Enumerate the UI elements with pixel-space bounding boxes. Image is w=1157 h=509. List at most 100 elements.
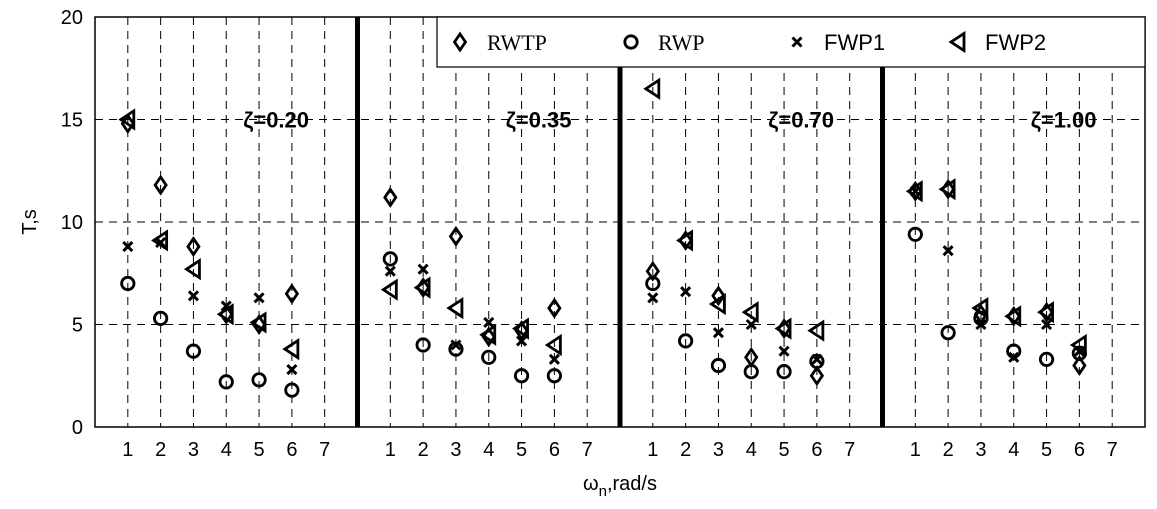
panel-separators xyxy=(355,17,885,427)
x-axis-label-subscript: n xyxy=(599,483,607,500)
data-point-fwp2 xyxy=(643,77,661,100)
legend-label-fwp2: FWP2 xyxy=(985,30,1046,55)
data-point-fwp1 xyxy=(745,318,757,331)
data-point-fwp2 xyxy=(708,292,726,316)
x-tick-label: 1 xyxy=(122,439,133,461)
data-point-rwp xyxy=(743,364,759,380)
data-point-fwp1 xyxy=(942,245,954,257)
data-point-fwp2 xyxy=(676,229,694,252)
legend-marker-rwtp xyxy=(452,31,468,53)
data-point-fwp2 xyxy=(380,278,398,301)
x-tick-label: 7 xyxy=(582,439,593,461)
data-point-fwp2 xyxy=(774,317,792,340)
data-point-fwp2 xyxy=(118,108,136,131)
data-point-fwp1 xyxy=(417,263,429,275)
x-tick-label: 2 xyxy=(418,439,429,461)
x-tick-label: 6 xyxy=(549,439,560,461)
data-point-rwtp xyxy=(1072,355,1087,376)
data-point-fwp2 xyxy=(1069,333,1087,357)
data-point-rwp xyxy=(481,349,497,365)
y-tick-label: 5 xyxy=(72,315,83,337)
data-point-fwp2 xyxy=(216,303,234,326)
data-point-fwp2 xyxy=(938,178,956,201)
legend-marker-fwp2 xyxy=(948,30,966,54)
data-point-rwp xyxy=(218,374,234,390)
panel-label: ζ=0.70 xyxy=(768,108,834,133)
data-point-rwp xyxy=(153,310,169,326)
data-point-rwp xyxy=(382,251,398,267)
x-tick-label: 2 xyxy=(155,439,166,461)
legend-entries: RWTP RWP FWP1 FWP2 xyxy=(452,30,1046,55)
panel-label: ζ=1.00 xyxy=(1031,108,1097,133)
data-point-fwp1 xyxy=(384,265,396,277)
data-point-fwp2 xyxy=(905,180,923,203)
legend-label-fwp1: FWP1 xyxy=(824,30,885,55)
data-point-fwp2 xyxy=(1004,305,1022,328)
panel-label: ζ=0.35 xyxy=(506,108,572,133)
data-point-fwp1 xyxy=(1040,318,1053,331)
data-point-fwp1 xyxy=(975,318,987,331)
data-point-rwtp xyxy=(711,285,726,307)
data-point-rwtp xyxy=(284,283,300,305)
x-tick-label: 6 xyxy=(1074,439,1085,461)
x-tick-label: 4 xyxy=(1008,439,1019,461)
data-point-fwp1 xyxy=(712,327,724,339)
panel-labels: ζ=0.20 ζ=0.35 ζ=0.70 ζ=1.00 xyxy=(243,108,1096,133)
data-point-rwp xyxy=(513,368,530,384)
y-tick-label: 10 xyxy=(61,212,83,234)
data-point-rwtp xyxy=(645,260,661,282)
data-point-fwp1 xyxy=(778,345,790,357)
legend-label-rwtp: RWTP xyxy=(487,30,547,55)
x-tick-label: 7 xyxy=(319,439,330,461)
x-axis-label-symbol: ω xyxy=(583,473,599,495)
data-point-fwp2 xyxy=(413,276,431,299)
x-tick-label: 7 xyxy=(844,439,855,461)
x-axis-label-units: ,rad/s xyxy=(607,473,657,495)
data-point-fwp2 xyxy=(183,258,201,281)
data-point-fwp2 xyxy=(249,311,267,334)
data-point-fwp1 xyxy=(548,353,560,365)
data-point-fwp1 xyxy=(680,286,692,298)
y-tick-label: 20 xyxy=(61,7,83,29)
data-point-rwp xyxy=(251,372,267,388)
legend-box xyxy=(436,16,1146,68)
data-point-rwtp xyxy=(153,174,168,196)
x-tick-label: 2 xyxy=(943,439,954,461)
x-tick-label: 5 xyxy=(1041,439,1052,461)
data-point-fwp1 xyxy=(811,353,823,365)
x-tick-label: 3 xyxy=(713,439,724,461)
data-point-rwtp xyxy=(186,236,201,258)
x-tick-label: 5 xyxy=(516,439,527,461)
data-point-fwp1 xyxy=(122,241,134,253)
data-point-fwp2 xyxy=(151,229,169,252)
data-point-fwp1 xyxy=(253,292,265,304)
legend: RWTP RWP FWP1 FWP2 xyxy=(436,16,1146,68)
legend-marker-fwp1 xyxy=(791,36,803,48)
x-tick-label: 1 xyxy=(647,439,658,461)
data-point-rwp xyxy=(678,333,694,349)
data-point-rwtp xyxy=(547,297,562,319)
data-point-rwp xyxy=(284,382,300,398)
x-tick-label: 3 xyxy=(188,439,199,461)
x-tick-label: 2 xyxy=(680,439,691,461)
data-point-fwp2 xyxy=(446,297,464,320)
panel-label: ζ=0.20 xyxy=(243,108,309,133)
x-tick-label: 6 xyxy=(286,439,297,461)
data-point-fwp2 xyxy=(479,323,497,346)
legend-marker-rwp xyxy=(623,34,639,50)
x-axis-label: ωn,rad/s xyxy=(583,473,657,500)
data-point-rwp xyxy=(120,275,136,292)
x-tick-label: 7 xyxy=(1107,439,1118,461)
x-tick-label: 1 xyxy=(910,439,921,461)
data-point-fwp1 xyxy=(647,292,659,304)
data-point-rwp xyxy=(645,275,661,292)
x-tick-label: 4 xyxy=(746,439,757,461)
data-point-fwp1 xyxy=(187,290,199,302)
data-point-rwp xyxy=(776,364,792,380)
data-markers xyxy=(118,77,1087,398)
data-point-fwp2 xyxy=(971,297,989,320)
data-point-rwp xyxy=(546,368,562,384)
data-point-fwp2 xyxy=(741,301,759,324)
